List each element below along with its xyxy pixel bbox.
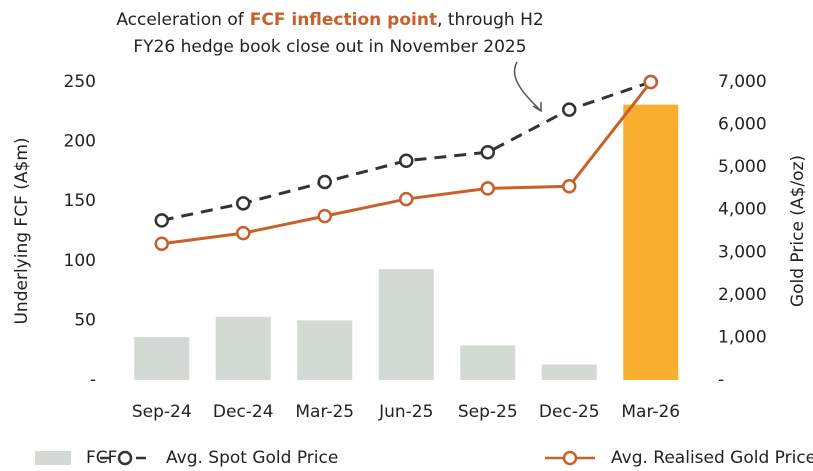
x-tick-label: Dec-25 [539,402,600,422]
marker [236,225,251,241]
y2-tick-label: - [718,370,724,390]
y2-tick-label: 5,000 [718,157,767,177]
x-tick-label: Mar-26 [621,402,680,422]
annotation-prefix: Acceleration of [116,10,244,30]
marker [317,208,332,224]
y-axis-title: Underlying FCF (A$m) [12,137,32,324]
y-tick-label: - [90,370,96,390]
legend-marker [117,450,133,466]
legend-label: Avg. Spot Gold Price [166,448,338,468]
marker [562,179,577,194]
x-tick-label: Jun-25 [378,402,433,422]
annotation-line2: FY26 hedge book close out in November 20… [133,37,526,57]
y2-tick-label: 7,000 [718,72,767,92]
annotation-arrowhead [532,102,542,113]
y-tick-label: 250 [64,72,96,92]
marker [562,102,577,117]
y-tick-label: 50 [74,310,96,330]
marker [480,181,495,196]
bar [378,269,434,380]
marker [154,213,169,228]
annotation-arrow [513,61,541,111]
y-tick-label: 200 [64,132,96,152]
bar [134,337,190,380]
y2-tick-label: 2,000 [718,285,767,305]
annotation-suffix: , through H2 [437,10,544,30]
annotation: Acceleration of FCF inflection point, thr… [116,10,543,30]
marker [236,196,251,211]
legend-marker [562,450,578,466]
y2-tick-label: 1,000 [718,327,767,347]
bar [460,345,516,380]
annotation-highlight: FCF inflection point [250,10,437,30]
bar [297,320,353,380]
bar [215,316,271,380]
marker [399,191,414,207]
marker [317,174,332,190]
marker [154,236,169,252]
legend-label: Avg. Realised Gold Price [611,448,813,468]
legend-swatch [35,451,71,465]
marker [643,74,658,90]
y2-axis-title: Gold Price (A$/oz) [788,155,808,307]
x-tick-label: Sep-25 [458,402,518,422]
y2-tick-label: 6,000 [718,115,767,135]
y-tick-label: 150 [64,191,96,211]
y2-tick-label: 3,000 [718,242,767,262]
bar [541,364,597,380]
bar [623,104,679,380]
x-tick-label: Dec-24 [213,402,274,422]
marker [480,144,495,160]
y2-tick-label: 4,000 [718,200,767,220]
x-tick-label: Mar-25 [295,402,354,422]
marker [399,153,414,169]
x-tick-label: Sep-24 [132,402,192,422]
y-tick-label: 100 [64,251,96,271]
